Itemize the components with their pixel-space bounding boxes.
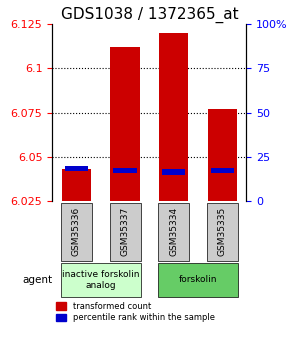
Legend: transformed count, percentile rank within the sample: transformed count, percentile rank withi…	[56, 302, 215, 322]
Bar	[211, 168, 234, 173]
Text: GSM35335: GSM35335	[218, 207, 227, 256]
Text: GSM35337: GSM35337	[121, 207, 130, 256]
FancyBboxPatch shape	[110, 203, 141, 261]
Bar	[208, 109, 237, 201]
Bar	[113, 168, 137, 173]
Bar	[110, 47, 140, 201]
Text: forskolin: forskolin	[179, 275, 217, 284]
Text: inactive forskolin
analog: inactive forskolin analog	[62, 270, 139, 289]
Bar	[159, 33, 188, 201]
Text: agent: agent	[22, 275, 52, 285]
FancyBboxPatch shape	[207, 203, 238, 261]
Title: GDS1038 / 1372365_at: GDS1038 / 1372365_at	[61, 7, 238, 23]
FancyBboxPatch shape	[61, 203, 92, 261]
Bar	[65, 166, 88, 171]
Text: GSM35336: GSM35336	[72, 207, 81, 256]
Bar	[162, 169, 185, 175]
FancyBboxPatch shape	[158, 203, 189, 261]
FancyBboxPatch shape	[158, 263, 238, 297]
FancyBboxPatch shape	[61, 263, 141, 297]
Bar	[62, 169, 91, 201]
Text: GSM35334: GSM35334	[169, 207, 178, 256]
